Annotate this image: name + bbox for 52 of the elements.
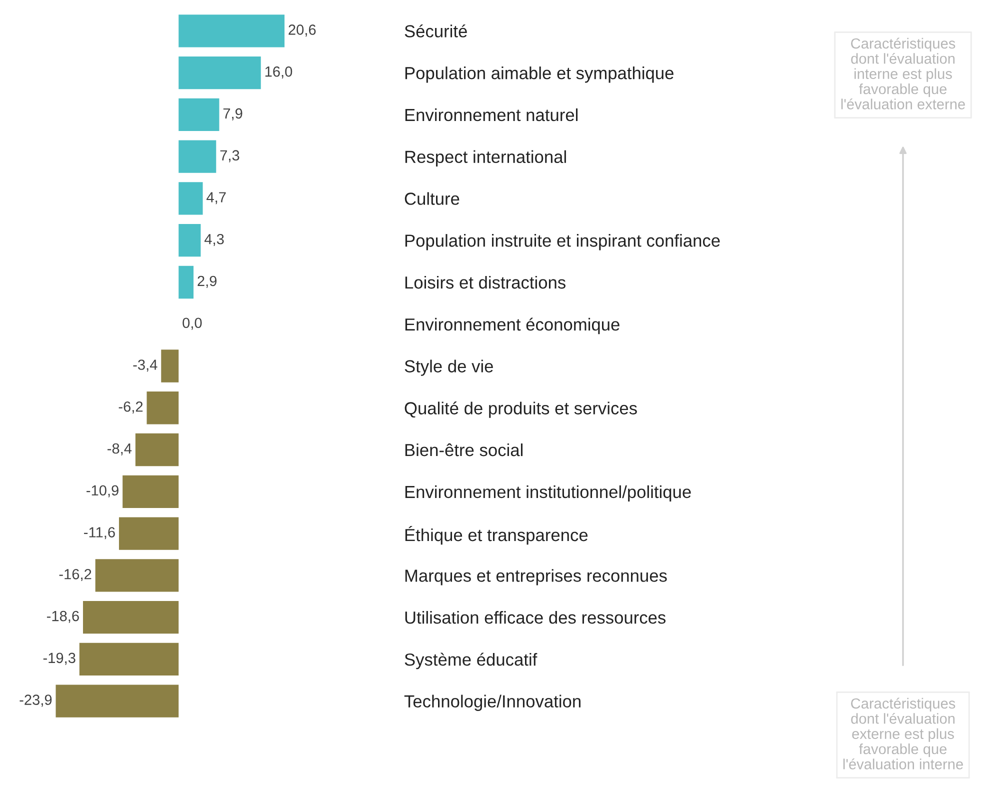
text: Caractéristiques dont l'évaluation externe est plus favorable que l'évaluation interne [843,698,963,770]
bar [146,392,179,424]
bar [178,14,285,48]
bar [178,182,203,215]
data-label: 7,9 [223,108,242,120]
data-label: 2,9 [198,276,217,288]
bar [82,600,179,634]
data-label: -6,2 [118,401,143,414]
bar [178,266,194,299]
data-label: -3,4 [133,360,158,372]
y-tick-label: Style de vie [404,360,493,376]
bar [56,684,179,718]
data-label: -8,4 [108,443,132,456]
y-tick-label: Environnement économique [405,318,620,334]
data-label: 16,0 [265,66,292,78]
y-tick-label: Population instruite et inspirant confiance [405,234,720,250]
y-tick-label: Population aimable et sympathique [405,66,674,83]
y-tick-label: Technologie/Innovation [404,694,580,711]
data-label: 0,0 [182,318,202,330]
y-tick-label: Utilisation efficace des ressources [405,611,666,624]
data-label: 4,7 [206,192,226,204]
bar [135,433,179,466]
y-tick-label: Marques et entreprises reconnues [405,569,667,586]
data-label: 20,6 [288,24,316,37]
data-label: -11,6 [84,527,115,540]
y-tick-label: Environnement naturel [405,108,578,122]
y-tick-label: Environnement institutionnel/politique [405,485,691,502]
text: Caractéristiques dont l'évaluation interne est plus favorable que l'évaluation externe [841,38,965,110]
bar [178,56,261,90]
bar [122,475,179,508]
y-tick-label: Culture [404,192,460,205]
y-tick-label: Loisirs et distractions [405,276,566,289]
bar [178,140,216,173]
data-label: -18,6 [46,610,79,623]
bar [79,642,179,676]
bar [178,224,201,257]
data-label: -10,9 [86,485,118,498]
y-tick-label: Éthique et transparence [405,526,588,545]
bar [178,98,220,132]
y-tick-label: Système éducatif [404,652,538,670]
y-tick-label: Sécurité [404,24,467,38]
bar [118,517,179,550]
data-label: 4,3 [204,234,224,246]
bar [95,559,179,592]
data-label: -16,2 [59,569,92,582]
data-label: 7,3 [220,150,240,162]
y-tick-label: Respect international [405,150,566,166]
data-label: -19,3 [43,652,76,665]
y-tick-label: Bien-être social [405,443,522,456]
y-tick-label: Qualité de produits et services [404,401,637,418]
bar [161,350,179,382]
data-label: -23,9 [20,694,52,707]
